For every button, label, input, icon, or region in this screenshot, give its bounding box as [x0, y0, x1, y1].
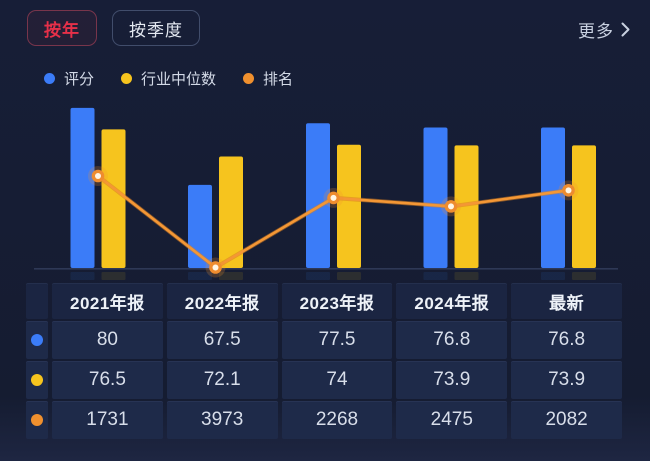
table-series-dot-cell	[26, 401, 48, 439]
table-value-cell: 76.8	[396, 321, 508, 359]
chevron-right-icon	[621, 22, 630, 37]
table-value-cell: 2268	[281, 401, 393, 439]
tab-by-quarter[interactable]: 按季度	[112, 10, 200, 46]
combo-chart-svg	[34, 107, 618, 280]
table-header-cell: 2024年报	[396, 283, 508, 319]
median-bar	[101, 129, 126, 268]
legend-label: 评分	[64, 71, 95, 88]
chart-legend: 评分 行业中位数 排名	[44, 68, 293, 89]
series-dot-icon	[31, 374, 43, 386]
table-series-dot-cell	[26, 321, 48, 359]
legend-item-2[interactable]: 排名	[243, 68, 293, 89]
bar-reflection	[70, 272, 95, 280]
table-series-dot-cell	[26, 361, 48, 399]
rank-dot-center	[330, 194, 337, 201]
bar-reflection	[572, 272, 596, 280]
table-value-cell: 1731	[52, 401, 163, 439]
chart-baseline	[34, 268, 618, 270]
series-dot-icon	[31, 414, 43, 426]
legend-item-0[interactable]: 评分	[44, 68, 94, 89]
score-bar	[541, 127, 565, 268]
median-bar	[337, 144, 361, 268]
table-value-cell: 72.1	[166, 361, 278, 399]
series-dot-icon	[31, 334, 43, 346]
table-header-cell: 2022年报	[166, 283, 278, 319]
bar-reflection	[337, 272, 361, 280]
median-bar	[219, 156, 243, 268]
table-value-cell: 73.9	[511, 361, 622, 399]
score-bar	[423, 127, 448, 268]
table-value-cell: 3973	[166, 401, 278, 439]
more-label: 更多	[578, 22, 614, 41]
score-bar	[306, 123, 330, 268]
table-header-cell: 最新	[511, 283, 622, 319]
table-header-cell: 2021年报	[52, 283, 163, 319]
table-corner-cell	[26, 283, 48, 319]
rank-dot-center	[212, 264, 219, 271]
legend-dot-icon	[121, 73, 133, 84]
table-value-cell: 2082	[511, 401, 622, 439]
bar-reflection	[306, 272, 330, 280]
legend-dot-icon	[44, 73, 55, 84]
data-table: 2021年报 2022年报 2023年报 2024年报 最新 80 67.5 77.5 76.8…	[26, 283, 622, 439]
table-header-cell: 2023年报	[281, 283, 393, 319]
table-value-cell: 77.5	[281, 321, 393, 359]
median-bar	[454, 145, 479, 268]
bar-reflection	[188, 272, 212, 280]
bar-reflection	[423, 272, 448, 280]
table-value-cell: 76.8	[511, 321, 622, 359]
more-link[interactable]: 更多	[578, 17, 630, 42]
legend-label: 排名	[263, 71, 294, 88]
bar-reflection	[101, 272, 126, 280]
legend-item-1[interactable]: 行业中位数	[121, 68, 216, 89]
bar-reflection	[541, 272, 565, 280]
score-bar	[70, 107, 95, 268]
rank-dot-center	[448, 203, 454, 210]
table-value-cell: 74	[281, 361, 393, 399]
legend-label: 行业中位数	[141, 71, 217, 88]
combo-chart	[0, 90, 650, 285]
rank-dot-center	[95, 173, 101, 179]
table-value-cell: 2475	[396, 401, 508, 439]
bar-reflection	[454, 272, 479, 280]
median-bar	[572, 145, 596, 268]
table-value-cell: 76.5	[52, 361, 163, 399]
table-value-cell: 73.9	[396, 361, 508, 399]
bar-reflection	[219, 272, 243, 280]
table-value-cell: 80	[52, 321, 163, 359]
tab-by-year[interactable]: 按年	[27, 10, 97, 46]
legend-dot-icon	[243, 73, 255, 84]
score-bar	[188, 184, 212, 268]
rank-dot-center	[565, 187, 572, 194]
table-value-cell: 67.5	[166, 321, 278, 359]
